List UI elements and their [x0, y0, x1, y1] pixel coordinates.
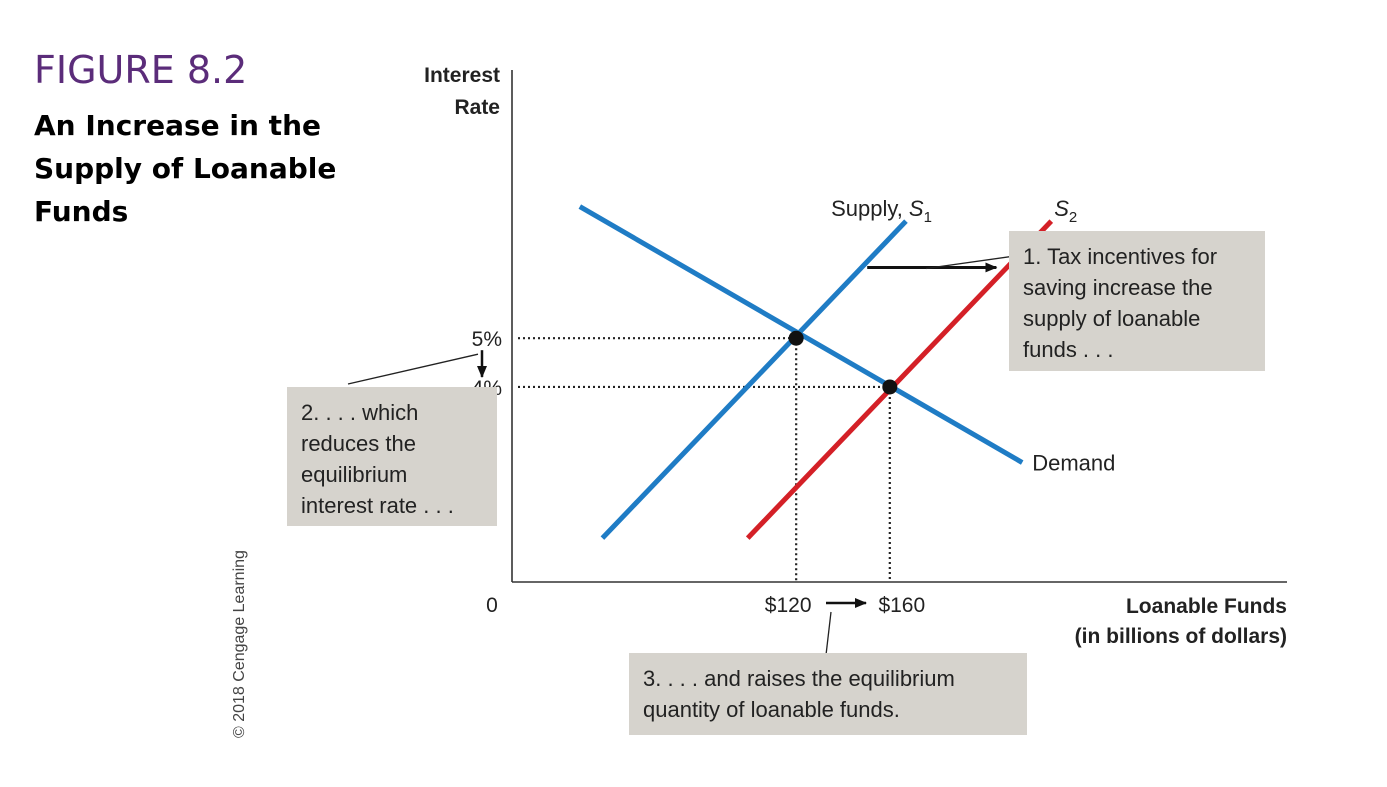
equilibrium-point	[882, 379, 898, 395]
x-axis-title-line2: (in billions of dollars)	[1075, 625, 1287, 648]
curve-label-text: Demand	[1032, 451, 1115, 476]
supply-curve-s1	[600, 219, 908, 540]
supply-curve-s2	[745, 219, 1054, 540]
curve-label-variable: S	[909, 196, 924, 221]
x-tick-label: $120	[765, 594, 812, 617]
curve-label-variable: S	[1054, 196, 1069, 221]
callout-quantity: 3. . . . and raises the equilibrium quan…	[629, 653, 1027, 735]
callout-interest-rate: 2. . . . which reduces the equilibrium i…	[287, 387, 497, 526]
y-axis-title-line2: Rate	[454, 96, 500, 119]
curve-label-subscript: 2	[1069, 209, 1077, 226]
origin-label: 0	[486, 594, 498, 617]
y-tick-label: 5%	[472, 328, 502, 351]
supply-curve-s2-label: S2	[1054, 196, 1077, 226]
y-axis-title-line1: Interest	[424, 64, 500, 87]
x-tick-label: $160	[878, 594, 925, 617]
figure-number: FIGURE 8.2	[34, 48, 248, 92]
callout-3-leader	[825, 611, 832, 656]
curve-label-subscript: 1	[924, 209, 932, 226]
supply-curve-s1-label: Supply, S1	[831, 196, 932, 226]
callout-1-leader	[925, 254, 1023, 270]
equilibrium-point	[788, 330, 804, 346]
x-axis-title-line1: Loanable Funds	[1126, 595, 1287, 618]
callout-2-leader	[347, 353, 479, 385]
callout-tax-incentives: 1. Tax incentives for saving increase th…	[1009, 231, 1265, 371]
demand-curve-label: Demand	[1032, 451, 1115, 476]
curve-label-text: Supply,	[831, 196, 909, 221]
figure-title: An Increase in the Supply of Loanable Fu…	[34, 109, 337, 228]
